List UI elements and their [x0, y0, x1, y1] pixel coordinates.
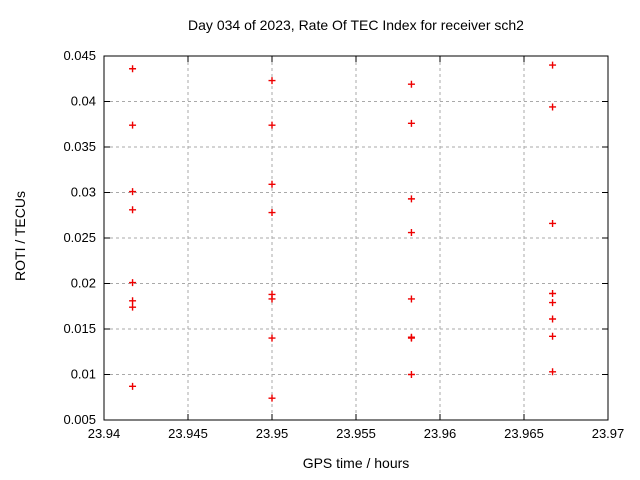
data-point-marker	[268, 209, 276, 217]
data-point-marker	[268, 121, 276, 129]
data-point-marker	[268, 77, 276, 85]
y-tick-label: 0.01	[71, 367, 96, 382]
chart-title: Day 034 of 2023, Rate Of TEC Index for r…	[188, 17, 524, 33]
y-tick-label: 0.045	[63, 48, 96, 63]
data-point-marker	[549, 368, 557, 376]
data-point-marker	[129, 121, 137, 129]
data-point-marker	[129, 65, 137, 73]
data-point-marker	[549, 299, 557, 307]
x-tick-label: 23.97	[592, 426, 625, 441]
data-point-marker	[129, 382, 137, 390]
data-point-marker	[407, 119, 415, 127]
data-point-marker	[268, 394, 276, 402]
y-tick-label: 0.04	[71, 94, 96, 109]
data-point-marker	[549, 332, 557, 340]
data-point-marker	[129, 206, 137, 214]
y-tick-label: 0.035	[63, 139, 96, 154]
x-tick-label: 23.95	[256, 426, 289, 441]
data-point-marker	[407, 295, 415, 303]
data-point-marker	[407, 229, 415, 237]
data-point-marker	[549, 219, 557, 227]
data-point-marker	[129, 303, 137, 311]
data-point-marker	[407, 334, 415, 342]
y-tick-label: 0.03	[71, 185, 96, 200]
data-point-marker	[407, 195, 415, 203]
plot-border	[103, 55, 609, 421]
data-point-marker	[129, 279, 137, 287]
data-point-marker	[407, 80, 415, 88]
data-point-marker	[407, 371, 415, 378]
x-tick-label: 23.96	[424, 426, 457, 441]
x-tick-label: 23.965	[504, 426, 544, 441]
y-tick-label: 0.005	[63, 412, 96, 427]
y-tick-label: 0.015	[63, 321, 96, 336]
data-point-marker	[549, 315, 557, 323]
y-tick-label: 0.025	[63, 230, 96, 245]
data-point-marker	[549, 290, 557, 298]
data-point-marker	[268, 180, 276, 188]
data-point-marker	[549, 61, 557, 69]
data-point-marker	[268, 295, 276, 303]
x-tick-label: 23.955	[336, 426, 376, 441]
data-point-marker	[129, 297, 137, 305]
data-point-marker	[129, 188, 137, 196]
data-point-marker	[268, 334, 276, 342]
data-point-marker	[549, 103, 557, 111]
x-axis-label: GPS time / hours	[302, 455, 410, 471]
y-tick-label: 0.02	[71, 276, 96, 291]
x-tick-label: 23.94	[88, 426, 121, 441]
x-tick-label: 23.945	[168, 426, 208, 441]
